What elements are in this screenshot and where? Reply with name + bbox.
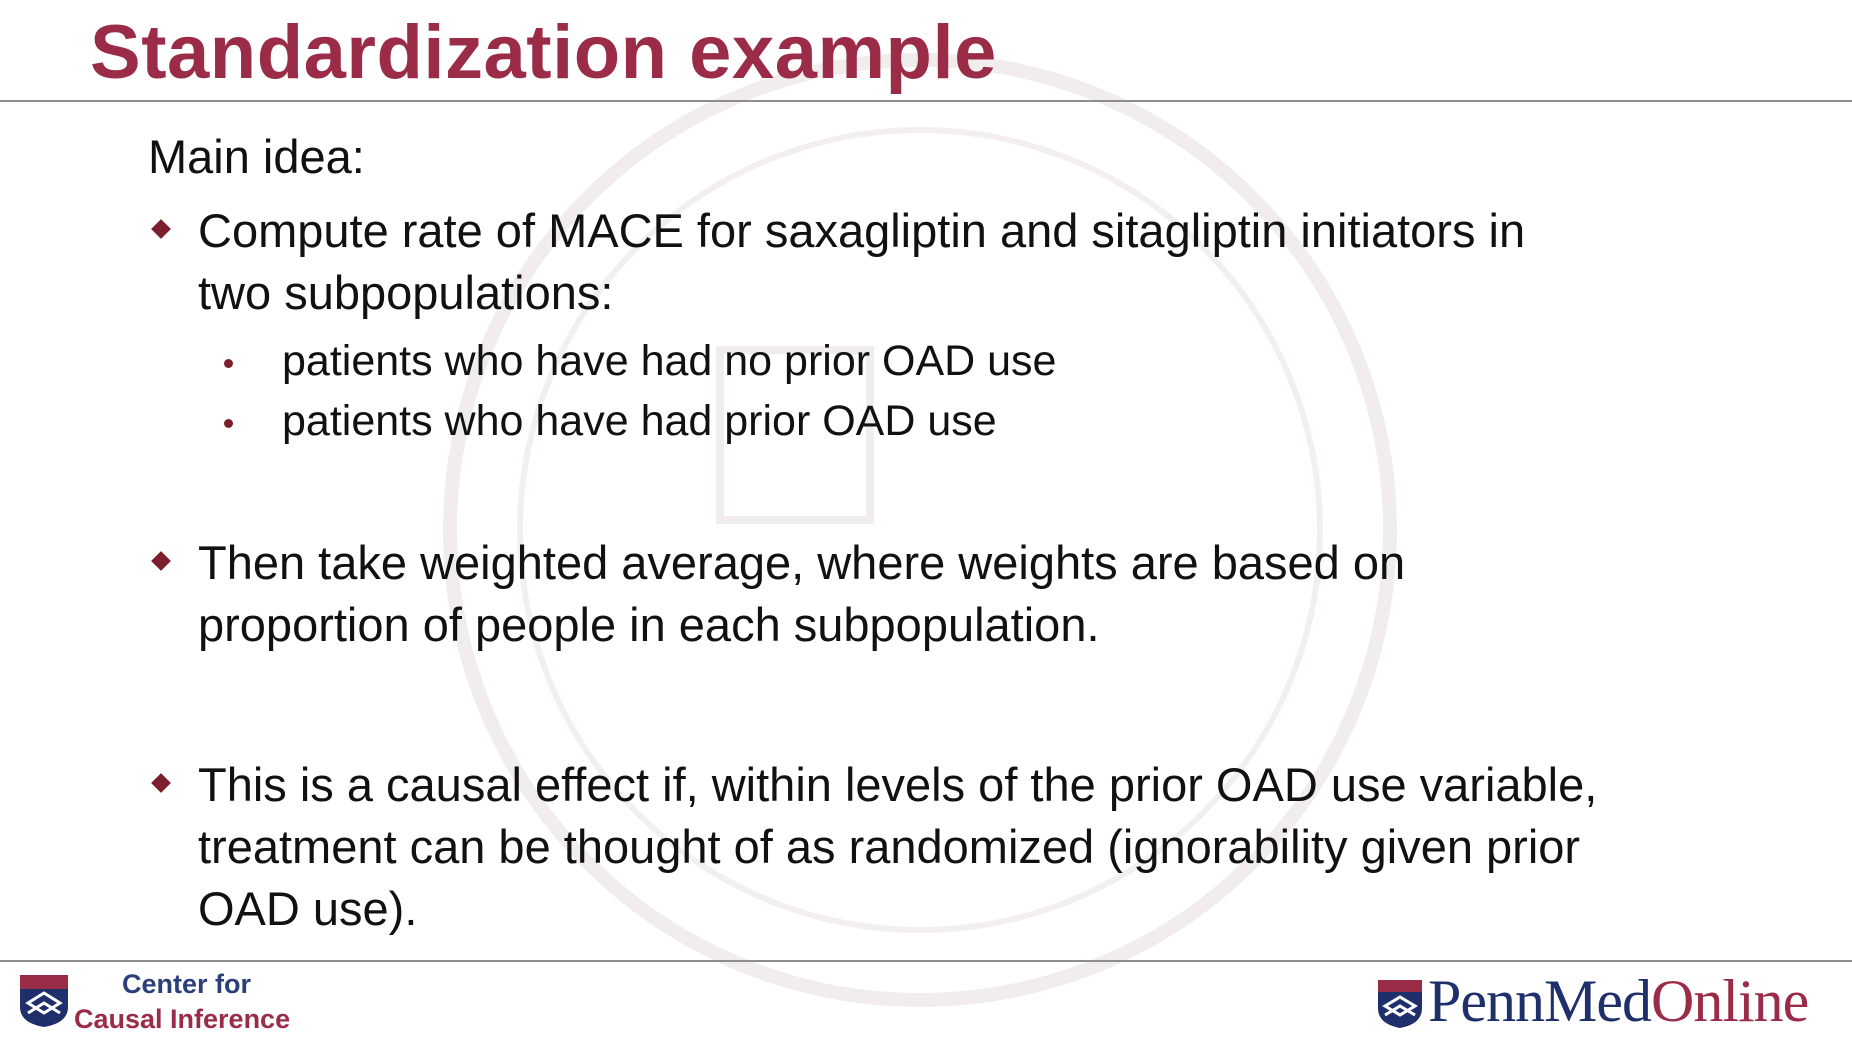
subbullet-no-prior-oad: patients who have had no prior OAD use	[148, 328, 1748, 394]
bullet-weighted-average: Then take weighted average, where weight…	[148, 532, 1748, 656]
penn-shield-icon	[1378, 980, 1422, 1028]
bullet-line: This is a causal effect if, within level…	[198, 758, 1598, 811]
diamond-bullet-icon	[151, 551, 171, 571]
bullet-compute-rate: Compute rate of MACE for saxagliptin and…	[148, 200, 1748, 324]
online-wordmark: Online	[1650, 968, 1809, 1034]
subbullet-prior-oad: patients who have had prior OAD use	[148, 388, 1748, 454]
slide-title: Standardization example	[90, 10, 997, 95]
bullet-line: two subpopulations:	[198, 266, 614, 319]
cci-logo-line1: Center for	[122, 969, 252, 999]
penn-shield-icon	[20, 975, 68, 1027]
dot-bullet-icon	[224, 419, 233, 428]
diamond-bullet-icon	[151, 773, 171, 793]
cci-logo-line2: Causal Inference	[74, 1004, 291, 1034]
pennmed-wordmark: PennMed	[1428, 968, 1652, 1034]
bullet-line: OAD use).	[198, 882, 418, 935]
subbullet-text: patients who have had prior OAD use	[282, 397, 997, 445]
bullet-line: Compute rate of MACE for saxagliptin and…	[198, 204, 1526, 257]
bullet-causal-effect: This is a causal effect if, within level…	[148, 754, 1748, 940]
title-divider	[0, 100, 1852, 102]
slide-body: Main idea: Compute rate of MACE for saxa…	[148, 126, 1748, 940]
bullet-line: Then take weighted average, where weight…	[198, 536, 1406, 589]
pennmedonline-logo: PennMedOnline	[1428, 968, 1809, 1034]
bullet-line: treatment can be thought of as randomize…	[198, 820, 1581, 873]
main-idea-label: Main idea:	[148, 130, 365, 183]
footer-divider	[0, 960, 1852, 962]
dot-bullet-icon	[224, 359, 233, 368]
subbullet-text: patients who have had no prior OAD use	[282, 337, 1057, 385]
bullet-line: proportion of people in each subpopulati…	[198, 598, 1100, 651]
diamond-bullet-icon	[151, 219, 171, 239]
